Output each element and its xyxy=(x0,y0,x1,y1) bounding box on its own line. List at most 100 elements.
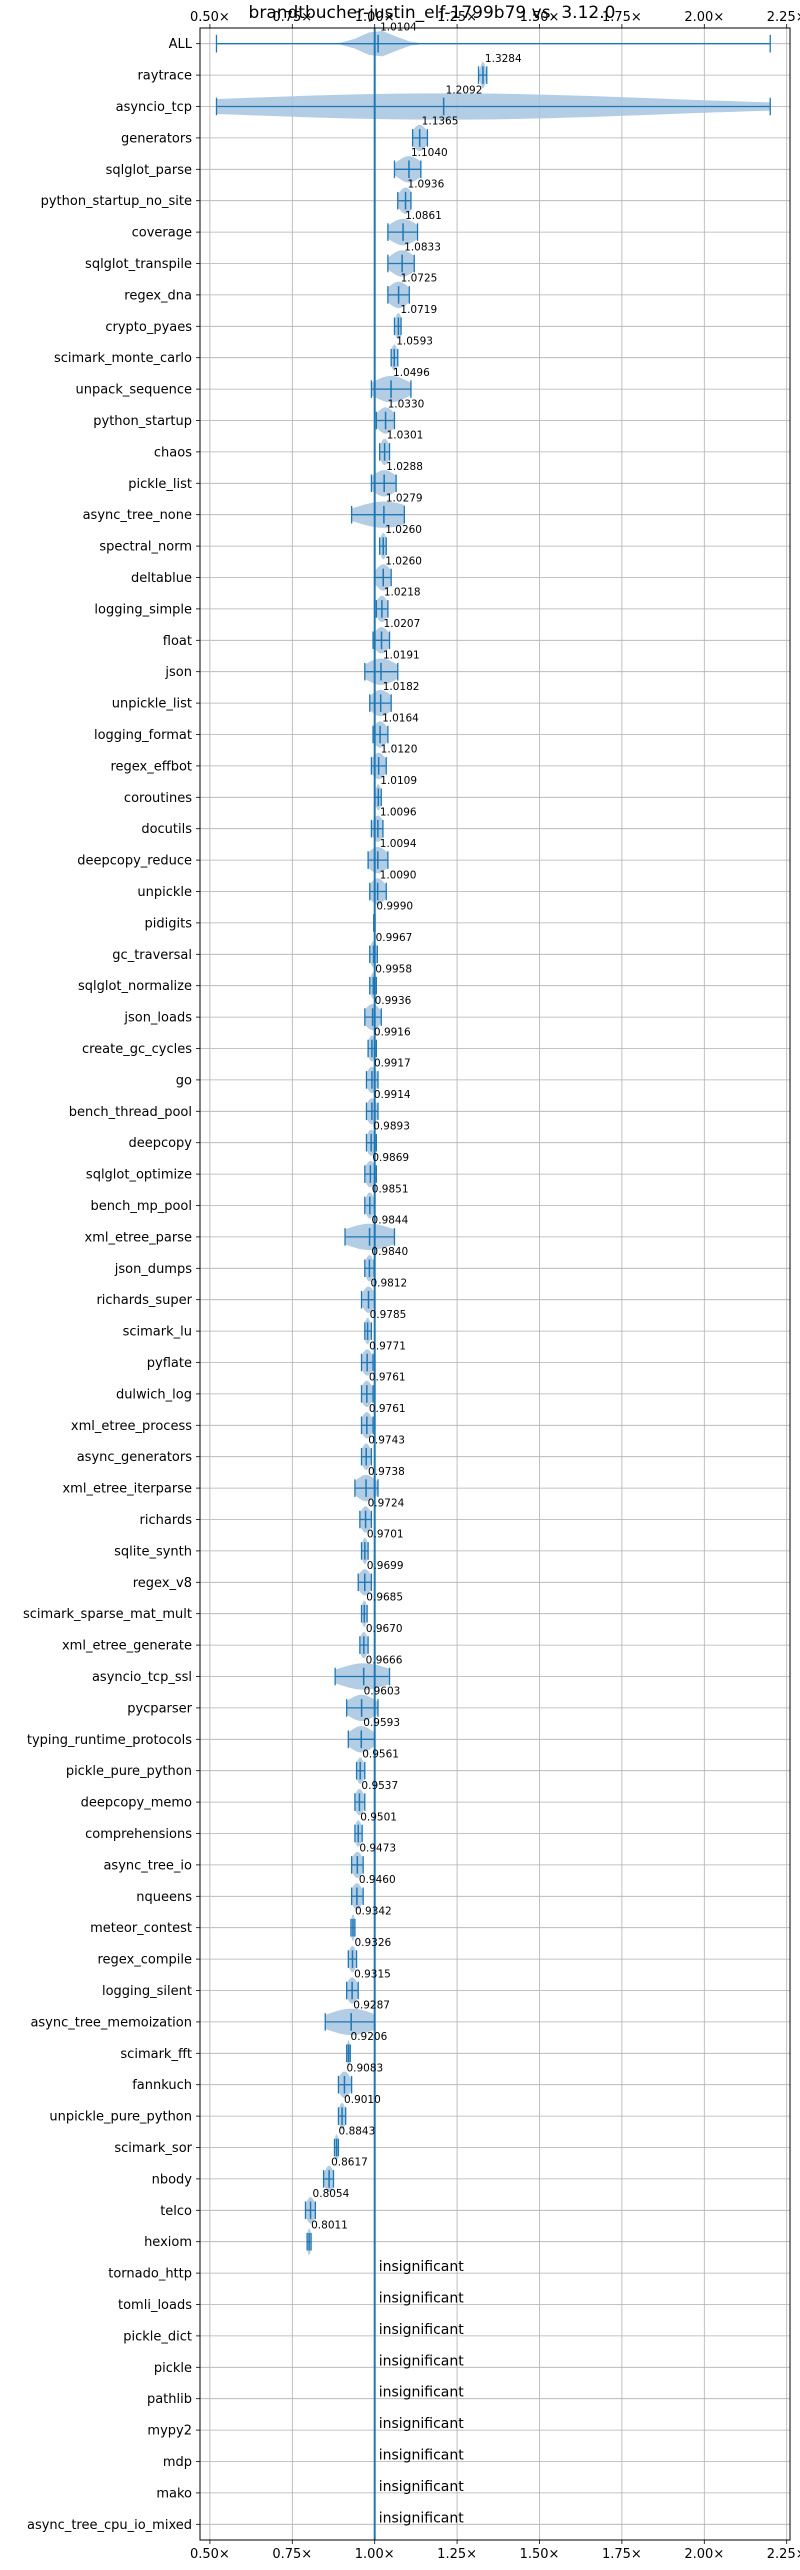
benchmark-name: spectral_norm xyxy=(99,540,192,555)
value-label: 0.9561 xyxy=(362,1749,399,1761)
value-label: 1.0191 xyxy=(383,650,420,662)
benchmark-name: bench_mp_pool xyxy=(90,1199,192,1214)
benchmark-name: generators xyxy=(121,131,192,146)
benchmark-name: deepcopy xyxy=(128,1136,192,1151)
benchmark-name: sqlglot_transpile xyxy=(85,257,192,272)
benchmark-name: coroutines xyxy=(124,791,192,806)
benchmark-name: pickle_list xyxy=(128,477,192,492)
value-label: 0.9724 xyxy=(368,1497,405,1509)
benchmark-name: python_startup xyxy=(93,414,192,429)
value-label: 0.9460 xyxy=(359,1874,396,1886)
value-label: 1.0109 xyxy=(380,775,417,787)
value-label: 0.9840 xyxy=(371,1246,408,1258)
value-label: 0.9701 xyxy=(367,1529,404,1541)
benchmark-name: xml_etree_generate xyxy=(62,1639,192,1654)
x-tick-label-top: 0.75× xyxy=(272,10,312,25)
benchmark-name: scimark_sor xyxy=(114,2141,192,2156)
benchmark-name: mako xyxy=(156,2486,192,2501)
benchmark-name: go xyxy=(176,1073,192,1088)
value-label: 0.8843 xyxy=(339,2125,376,2137)
x-tick-label-top: 1.75× xyxy=(602,10,642,25)
value-label: 1.0120 xyxy=(381,744,418,756)
value-label: 0.9771 xyxy=(369,1340,406,1352)
value-label: 1.0725 xyxy=(401,273,438,285)
benchmark-name: bench_thread_pool xyxy=(69,1105,192,1120)
value-label: 1.0861 xyxy=(405,210,442,222)
insignificant-label: insignificant xyxy=(379,2448,465,2464)
benchmark-name: float xyxy=(163,634,192,649)
value-label: 0.9326 xyxy=(354,1937,391,1949)
value-label: 0.9473 xyxy=(359,1843,396,1855)
benchmark-name: telco xyxy=(160,2204,192,2219)
benchmark-name: json xyxy=(164,665,192,680)
value-label: 1.0719 xyxy=(400,304,437,316)
benchmark-name: async_tree_none xyxy=(83,508,192,523)
benchmark-name: regex_dna xyxy=(124,288,192,303)
benchmark-name: async_generators xyxy=(77,1450,193,1465)
value-label: 0.9685 xyxy=(366,1592,403,1604)
benchmark-name: typing_runtime_protocols xyxy=(27,1733,192,1748)
benchmark-name: meteor_contest xyxy=(90,1921,192,1936)
benchmark-name: deepcopy_reduce xyxy=(77,854,192,869)
value-label: 1.0164 xyxy=(382,712,419,724)
benchmark-name: richards xyxy=(140,1513,193,1528)
value-label: 0.9670 xyxy=(366,1623,403,1635)
benchmark-name: create_gc_cycles xyxy=(82,1042,192,1057)
value-label: 1.0593 xyxy=(396,336,433,348)
x-tick-label-top: 2.00× xyxy=(684,10,724,25)
value-label: 0.8054 xyxy=(313,2188,350,2200)
value-label: 1.0090 xyxy=(380,869,417,881)
value-label: 0.9893 xyxy=(373,1121,410,1133)
value-label: 0.9990 xyxy=(376,901,413,913)
value-label: 1.1040 xyxy=(411,147,448,159)
benchmark-name: scimark_lu xyxy=(123,1325,192,1340)
benchmark-name: gc_traversal xyxy=(112,948,192,963)
benchmark-name: xml_etree_parse xyxy=(85,1230,192,1245)
value-label: 1.0182 xyxy=(383,681,420,693)
x-tick-label-bottom: 1.75× xyxy=(602,2547,642,2562)
value-label: 0.9958 xyxy=(375,964,412,976)
marks xyxy=(215,34,771,2251)
benchmark-name: asyncio_tcp_ssl xyxy=(92,1670,192,1685)
value-label: 0.9869 xyxy=(372,1152,409,1164)
value-label: 0.9917 xyxy=(374,1058,411,1070)
value-label: 1.0496 xyxy=(393,367,430,379)
value-label: 1.0218 xyxy=(384,587,421,599)
x-tick-label-top: 2.25× xyxy=(767,10,800,25)
benchmark-name: logging_format xyxy=(94,728,192,743)
value-label: 1.0330 xyxy=(388,398,425,410)
value-label: 0.9593 xyxy=(363,1717,400,1729)
value-label: 1.1365 xyxy=(422,116,459,128)
x-tick-label-top: 1.00× xyxy=(355,10,395,25)
benchmark-name: hexiom xyxy=(144,2235,192,2250)
insignificant-label: insignificant xyxy=(379,2479,465,2495)
value-label: 0.9743 xyxy=(368,1435,405,1447)
benchmark-name: dulwich_log xyxy=(116,1387,192,1402)
benchmark-name: fannkuch xyxy=(132,2078,192,2093)
benchmark-name: richards_super xyxy=(96,1293,192,1308)
value-label: 1.0207 xyxy=(384,618,421,630)
benchmark-name: async_tree_io xyxy=(103,1858,192,1873)
value-label: 1.0279 xyxy=(386,493,423,505)
benchmark-name: nqueens xyxy=(136,1890,192,1905)
value-label: 0.9785 xyxy=(370,1309,407,1321)
benchmark-name: comprehensions xyxy=(85,1827,192,1842)
benchmark-name: pathlib xyxy=(147,2392,192,2407)
value-label: 1.0094 xyxy=(380,838,417,850)
value-label: 0.9851 xyxy=(372,1183,409,1195)
benchmark-name: ALL xyxy=(169,37,193,52)
benchmark-name: chaos xyxy=(154,445,192,460)
x-tick-label-top: 0.50× xyxy=(190,10,230,25)
x-tick-label-bottom: 0.50× xyxy=(190,2547,230,2562)
value-label: 0.9287 xyxy=(353,2000,390,2012)
value-label: 0.9936 xyxy=(375,995,412,1007)
chart-title: brandtbucher-justin_elf-1799b79 vs. 3.12… xyxy=(249,3,616,23)
insignificant-label: insignificant xyxy=(379,2385,465,2401)
benchmark-name: logging_simple xyxy=(94,602,192,617)
x-tick-label-bottom: 2.25× xyxy=(767,2547,800,2562)
value-label: 0.9083 xyxy=(346,2063,383,2075)
value-label: 1.0301 xyxy=(387,430,424,442)
benchmark-name: pickle xyxy=(154,2361,192,2376)
plot-frame xyxy=(199,27,791,2541)
benchmark-name: regex_compile xyxy=(97,1953,192,1968)
